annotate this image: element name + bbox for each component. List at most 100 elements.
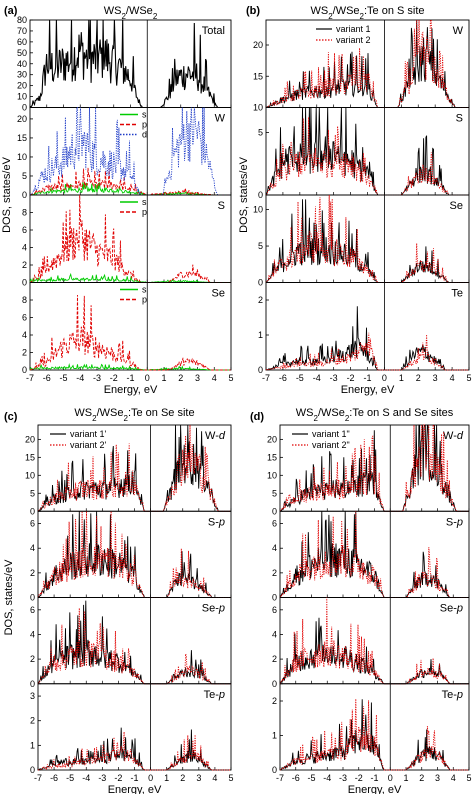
y-tick-label: 2 [22, 348, 27, 358]
y-tick-label: 0 [22, 365, 27, 375]
x-tick-label: 4 [212, 773, 217, 783]
x-tick-label: -3 [339, 773, 347, 783]
y-tick-label: 80 [17, 15, 27, 25]
y-tick-label: 10 [253, 103, 263, 113]
x-tick-label: -2 [355, 773, 363, 783]
x-tick-label: -5 [66, 773, 74, 783]
panel-title-b: WS2/WSe2:Te on S site [310, 5, 424, 21]
y-tick-label: 0 [258, 190, 263, 200]
y-tick-label: 30 [17, 70, 27, 80]
x-tick-label: -1 [126, 373, 134, 383]
y-tick-label: 2 [258, 295, 263, 305]
dos-series-b-0-1 [265, 19, 469, 108]
x-tick-label: -6 [50, 773, 58, 783]
dos-series-d-1-0 [279, 511, 469, 598]
dos-series-b-0-0 [265, 19, 469, 108]
x-tick-label: 5 [466, 373, 471, 383]
x-tick-label: -6 [279, 373, 287, 383]
dos-series-b-1-1 [265, 117, 469, 196]
y-tick-label: 4 [30, 543, 35, 553]
x-tick-label: 0 [148, 773, 153, 783]
x-tick-label: 3 [195, 373, 200, 383]
y-tick-label: 5 [22, 171, 27, 181]
y-tick-label: 4 [272, 543, 277, 553]
y-tick-label: 0 [22, 103, 27, 113]
x-tick-label: -1 [370, 773, 378, 783]
x-tick-label: 1 [403, 773, 408, 783]
x-tick-label: 1 [164, 773, 169, 783]
y-tick-label: 15 [253, 71, 263, 81]
y-tick-label: 0 [258, 278, 263, 288]
x-tick-label: 5 [228, 773, 233, 783]
y-tick-label: 0 [30, 593, 35, 603]
subpanel-label: S [218, 200, 225, 212]
y-tick-label: 2 [272, 696, 277, 706]
y-tick-label: 8 [22, 295, 27, 305]
legend-entry: d [142, 130, 147, 140]
y-tick-label: 6 [22, 313, 27, 323]
subpanel-label: S-p [208, 516, 225, 528]
dos-series-c-3-0 [37, 727, 231, 771]
y-tick-label: 60 [17, 37, 27, 47]
subpanel-b-3: 0 1 2 Te [258, 282, 470, 375]
dos-series-b-2-1 [265, 194, 469, 283]
x-tick-label: -1 [363, 373, 371, 383]
subpanel-label: W-d [205, 430, 226, 442]
x-tick-label: -4 [323, 773, 331, 783]
y-tick-label: 4 [272, 629, 277, 639]
subpanel-b-2: 0 5 10 Se [253, 194, 470, 288]
x-tick-label: -5 [307, 773, 315, 783]
x-tick-label: 3 [435, 773, 440, 783]
legend-entry-b-0: variant 1 [336, 24, 371, 34]
y-tick-label: 0 [30, 679, 35, 689]
dos-series-b-3-0 [265, 306, 469, 371]
y-tick-label: 50 [17, 48, 27, 58]
y-tick-label: 20 [17, 81, 27, 91]
subpanel-label: W-d [443, 430, 464, 442]
y-tick-label: 6 [272, 605, 277, 615]
y-tick-label: 2 [272, 654, 277, 664]
subpanel-label: Se-p [202, 603, 225, 615]
subpanel-frame [29, 282, 232, 371]
x-tick-label: -2 [347, 373, 355, 383]
subpanel-label: Se [212, 288, 225, 300]
x-tick-label: -3 [93, 373, 101, 383]
panel-c: (c) WS2/WSe2:Te on Se site variant 1'varia… [3, 407, 234, 794]
subpanel-d-0: 0 5 10 15 20 W-d [267, 424, 470, 516]
dos-series-c-2-1 [37, 608, 231, 685]
dos-series-a-3-1 [29, 294, 231, 371]
y-tick-label: 0 [30, 765, 35, 775]
y-tick-label: 20 [267, 434, 277, 444]
x-tick-label: -4 [313, 373, 321, 383]
dos-series-c-1-1 [37, 511, 231, 598]
panel-d: (d) WS2/WSe2:Te on S and Se sites variant … [250, 407, 472, 794]
y-tick-label: 2 [30, 716, 35, 726]
y-tick-label: 10 [267, 470, 277, 480]
x-tick-label: -2 [114, 773, 122, 783]
x-tick-label: 3 [433, 373, 438, 383]
legend-entry-c-1: variant 2' [70, 440, 107, 450]
x-tick-label: -3 [98, 773, 106, 783]
legend-entry: p [142, 295, 147, 305]
subpanel-d-1: 0 2 4 6 S-p [272, 510, 470, 603]
x-tick-label: 5 [466, 773, 471, 783]
panel-title-c: WS2/WSe2:Te on Se site [74, 407, 194, 423]
dos-series-a-3-0 [29, 363, 231, 371]
x-tick-label: -7 [34, 773, 42, 783]
y-tick-label: 4 [30, 629, 35, 639]
subpanel-c-1: 0 2 4 6 S-p [30, 510, 232, 603]
dos-series-c-3-1 [37, 731, 231, 771]
panel-title-a: WS2/WSe2 [104, 5, 158, 21]
subpanel-c-0: 0 5 10 15 20 W-d [25, 424, 232, 516]
y-tick-label: 40 [17, 59, 27, 69]
legend-entry-b-1: variant 2 [336, 35, 371, 45]
y-tick-label: 3 [30, 691, 35, 701]
dos-series-a-1-2 [29, 107, 231, 196]
y-tick-label: 0 [272, 593, 277, 603]
subpanel-label: S [456, 113, 463, 125]
y-tick-label: 4 [22, 243, 27, 253]
y-tick-label: 70 [17, 26, 27, 36]
y-tick-label: 1 [30, 740, 35, 750]
dos-series-a-2-1 [29, 194, 231, 283]
